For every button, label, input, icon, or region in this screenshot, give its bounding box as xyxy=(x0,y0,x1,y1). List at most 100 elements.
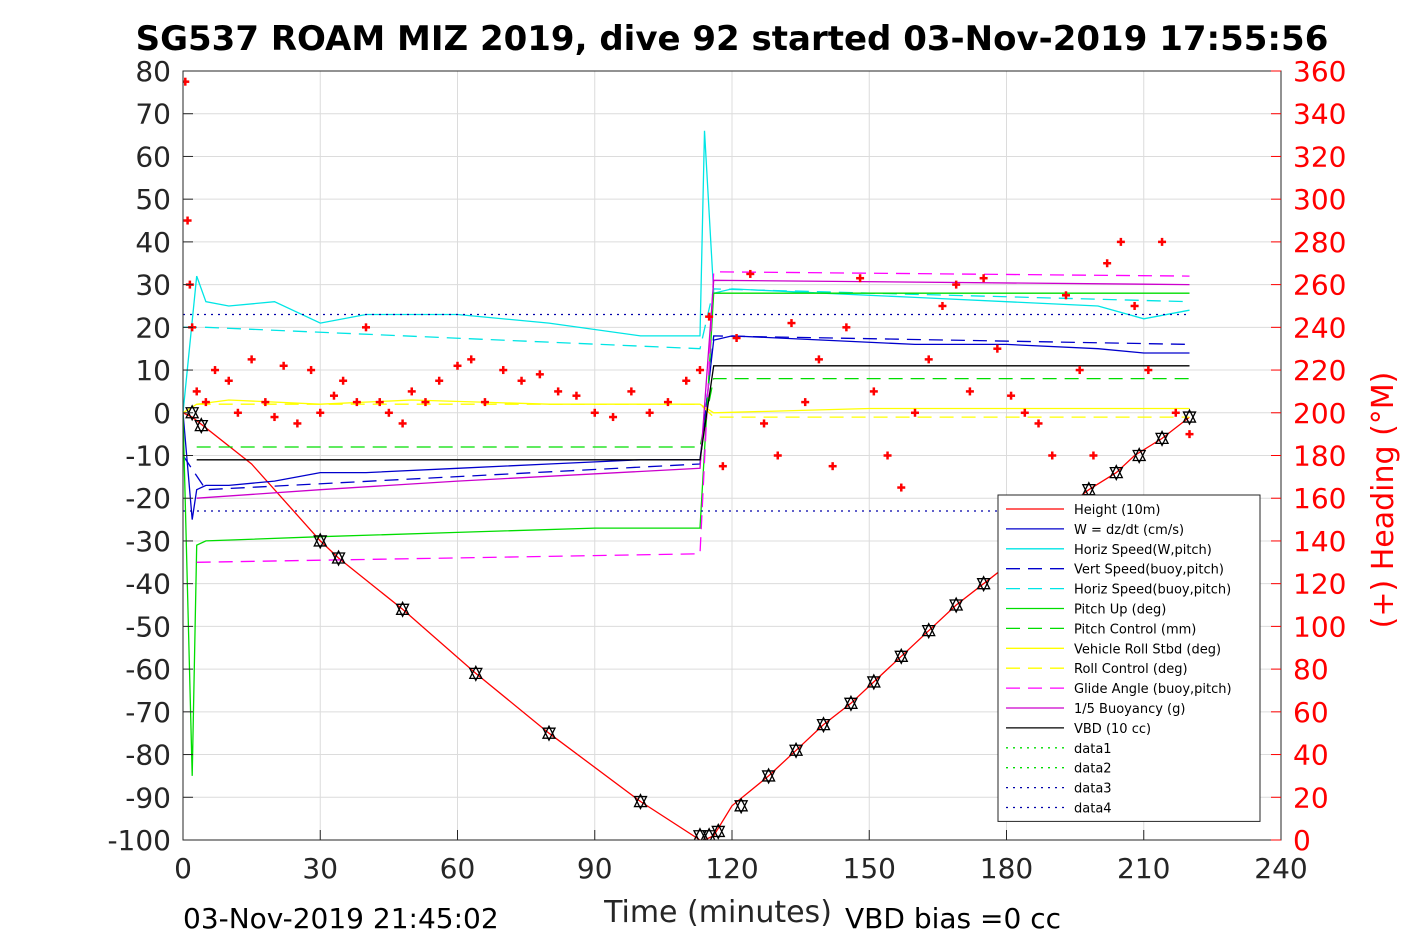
heading-point xyxy=(362,323,370,332)
legend-entry: Pitch Up (deg) xyxy=(1074,603,1166,618)
heading-point xyxy=(307,366,316,375)
y-tick-label-right: 200 xyxy=(1293,397,1346,430)
heading-point xyxy=(1034,419,1043,428)
depth-marker xyxy=(331,549,346,567)
legend-entry: Glide Angle (buoy,pitch) xyxy=(1074,682,1232,697)
depth-marker xyxy=(1132,447,1147,464)
y-tick-label-right: 280 xyxy=(1293,226,1346,259)
legend-entry: data3 xyxy=(1074,782,1112,797)
heading-point xyxy=(1116,237,1125,246)
series-line-pitch-up-deg xyxy=(183,292,1190,776)
heading-point xyxy=(467,355,476,364)
depth-marker xyxy=(894,647,909,665)
heading-point xyxy=(965,387,974,396)
heading-point xyxy=(911,408,919,417)
heading-point xyxy=(316,408,325,417)
heading-point xyxy=(293,419,302,428)
heading-point xyxy=(1158,237,1167,246)
heading-point xyxy=(453,361,462,370)
legend-entry: Height (10m) xyxy=(1074,503,1160,518)
heading-point xyxy=(746,269,755,278)
chart-title: SG537 ROAM MIZ 2019, dive 92 started 03-… xyxy=(136,19,1329,59)
depth-marker xyxy=(1182,408,1197,426)
depth-marker xyxy=(468,664,483,682)
y-tick-label-right: 60 xyxy=(1293,696,1329,729)
heading-point xyxy=(705,312,714,321)
y-tick-label-right: 20 xyxy=(1293,781,1329,814)
heading-point xyxy=(842,323,851,332)
heading-point xyxy=(897,483,906,492)
y-tick-label-left: 20 xyxy=(135,311,171,344)
depth-marker xyxy=(1154,429,1170,447)
heading-point xyxy=(279,361,288,370)
depth-marker xyxy=(866,673,881,691)
y-tick-label-left: 0 xyxy=(153,397,171,430)
heading-point xyxy=(233,408,242,417)
heading-point xyxy=(682,376,691,385)
y-tick-label-right: 300 xyxy=(1293,183,1346,216)
y-tick-label-left: -30 xyxy=(125,525,171,558)
x-tick-label: 60 xyxy=(440,852,476,885)
heading-point xyxy=(645,408,654,417)
heading-point xyxy=(1185,430,1194,439)
y-tick-label-left: -40 xyxy=(125,568,171,601)
axis-ticks: 0 30 60 90 120 150 180 210 24080706050403020100-… xyxy=(107,55,1346,885)
series-line-vbd-10-cc xyxy=(196,365,1190,461)
y-tick-label-left: 70 xyxy=(135,98,171,131)
y-tick-label-right: 340 xyxy=(1293,98,1346,131)
y-tick-label-right: 80 xyxy=(1293,653,1329,686)
heading-point xyxy=(801,398,810,407)
series-line-w-dz-dt-cm-s xyxy=(183,335,1190,520)
depth-marker xyxy=(816,716,831,734)
y-tick-label-right: 0 xyxy=(1293,824,1311,857)
y-tick-label-right: 220 xyxy=(1293,354,1346,387)
heading-point xyxy=(329,391,338,400)
heading-point xyxy=(787,319,796,328)
footer-vbd-bias: VBD bias =0 cc xyxy=(845,902,1061,935)
heading-point xyxy=(554,387,563,396)
heading-point xyxy=(1130,301,1139,310)
heading-point xyxy=(1048,451,1057,460)
legend-entry: data1 xyxy=(1074,742,1112,757)
heading-point xyxy=(814,355,823,364)
y-tick-label-right: 40 xyxy=(1293,739,1329,772)
depth-marker xyxy=(788,741,804,759)
heading-point xyxy=(517,376,526,385)
y-tick-label-left: 80 xyxy=(135,55,171,88)
heading-point xyxy=(609,413,618,422)
heading-point xyxy=(979,274,988,283)
heading-point xyxy=(352,398,361,407)
depth-marker xyxy=(1109,464,1124,482)
depth-marker xyxy=(711,823,726,840)
y-tick-label-right: 260 xyxy=(1293,269,1346,302)
heading-point xyxy=(201,398,210,407)
x-tick-label: 180 xyxy=(980,852,1033,885)
legend-entry: data2 xyxy=(1074,762,1112,777)
y-tick-label-left: 30 xyxy=(135,269,171,302)
depth-marker xyxy=(194,417,209,435)
heading-point xyxy=(627,387,636,396)
heading-point xyxy=(499,366,508,375)
heading-point xyxy=(732,334,741,343)
y-tick-label-right: 140 xyxy=(1293,525,1346,558)
heading-point xyxy=(192,387,201,396)
legend-entry: Horiz Speed(buoy,pitch) xyxy=(1074,583,1231,598)
x-tick-label: 120 xyxy=(705,852,758,885)
heading-point xyxy=(247,355,256,364)
legend-entry: Horiz Speed(W,pitch) xyxy=(1074,543,1212,558)
x-axis-label: Time (minutes) xyxy=(603,895,832,930)
legend: Height (10m) W = dz/dt (cm/s) Horiz Speed(… xyxy=(997,494,1261,822)
y-tick-label-right: 360 xyxy=(1293,55,1346,88)
legend-entry: Roll Control (deg) xyxy=(1074,662,1188,677)
heading-series xyxy=(183,77,1194,492)
y-tick-label-left: 60 xyxy=(135,140,171,173)
heading-point xyxy=(883,451,892,460)
depth-marker xyxy=(843,694,859,712)
y-tick-label-left: 40 xyxy=(135,226,171,259)
y-tick-label-right: 160 xyxy=(1293,482,1346,515)
heading-point xyxy=(261,398,270,407)
depth-marker xyxy=(185,404,200,422)
depth-marker xyxy=(395,600,410,618)
heading-point xyxy=(695,366,704,375)
heading-point xyxy=(398,419,407,428)
